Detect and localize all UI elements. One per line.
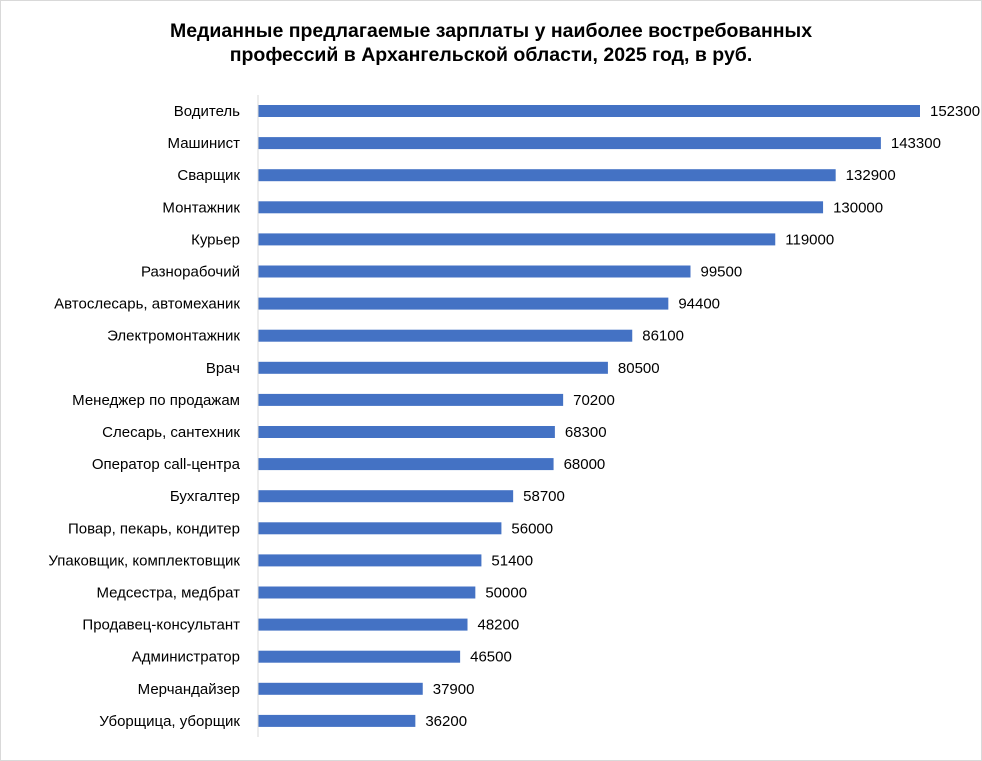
value-label: 143300 [891,135,941,152]
value-label: 130000 [833,199,883,216]
chart-title-line-2: профессий в Архангельской области, 2025 … [229,44,753,66]
category-label: Монтажник [162,199,240,216]
bar [258,522,502,535]
category-label: Машинист [168,135,241,152]
category-label: Упаковщик, комплектовщик [48,552,240,569]
bar [258,618,468,631]
value-label: 46500 [470,649,512,666]
category-label: Врач [206,360,240,377]
category-label: Мерчандайзер [138,681,240,698]
value-label: 50000 [485,585,527,602]
value-label: 99500 [700,264,742,281]
bar [258,650,461,663]
value-label: 48200 [478,617,520,634]
value-labels-group: 152300 143300 132900 130000 119000 99500 94400… [425,103,980,730]
category-label: Слесарь, сантехник [102,424,240,441]
bar [258,714,416,727]
category-label: Автослесарь, автомеханик [54,296,240,313]
value-label: 86100 [642,328,684,345]
value-label: 37900 [433,681,475,698]
category-label: Бухгалтер [170,488,240,505]
value-label: 68000 [564,456,606,473]
category-label: Электромонтажник [107,328,240,345]
bar [258,490,514,503]
category-label: Уборщица, уборщик [99,713,240,730]
category-label: Разнорабочий [141,264,240,281]
value-label: 70200 [573,392,615,409]
bar [258,361,608,374]
value-label: 36200 [425,713,467,730]
value-label: 94400 [678,296,720,313]
bar [258,169,836,182]
category-label: Водитель [174,103,240,120]
bar [258,105,920,117]
bar [258,201,824,214]
chart-title-line-1: Медианные предлагаемые зарплаты у наибол… [169,20,813,42]
category-label: Продавец-консультант [82,617,240,634]
value-label: 68300 [565,424,607,441]
bar [258,682,423,695]
bar [258,137,881,150]
category-label: Сварщик [177,167,240,184]
value-label: 51400 [491,552,533,569]
value-label: 58700 [523,488,565,505]
value-label: 80500 [618,360,660,377]
bar [258,297,669,310]
category-label: Менеджер по продажам [72,392,240,409]
bar [258,393,564,406]
bars-group [258,105,920,727]
category-label: Медсестра, медбрат [96,585,240,602]
bar [258,458,554,471]
value-label: 56000 [511,520,553,537]
bar [258,426,555,438]
bar [258,554,482,567]
category-labels-group: Водитель Машинист Сварщик Монтажник Курьер Ра… [48,103,240,730]
chart-title: Медианные предлагаемые зарплаты у наибол… [0,19,982,67]
bar [258,586,476,599]
value-label: 132900 [846,167,896,184]
category-label: Оператор call-центра [92,456,241,473]
bar [258,265,691,278]
bar [258,329,633,342]
value-label: 152300 [930,103,980,120]
category-label: Повар, пекарь, кондитер [68,520,240,537]
category-label: Курьер [191,231,240,248]
value-label: 119000 [785,231,834,248]
bar [258,233,776,246]
category-label: Администратор [132,649,240,666]
